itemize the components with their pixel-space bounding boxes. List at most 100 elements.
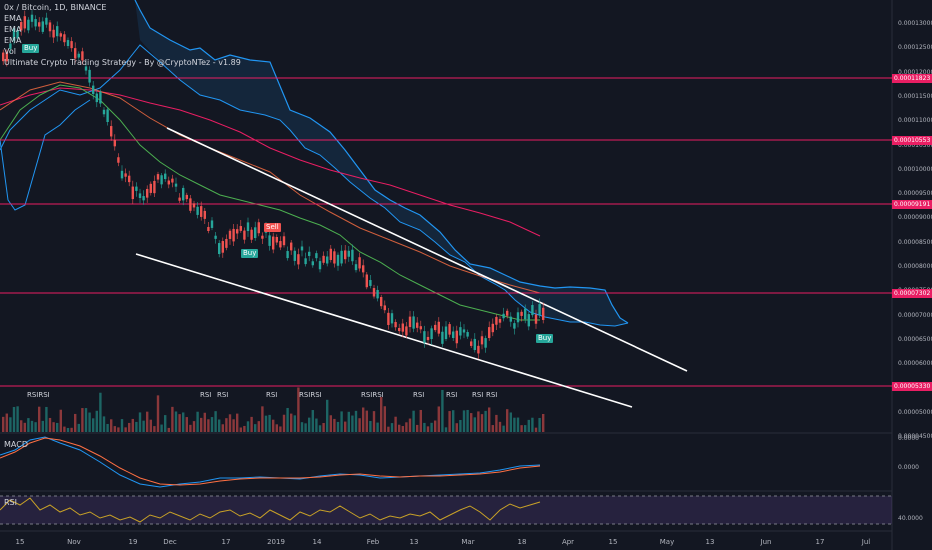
candle-body — [426, 336, 430, 341]
symbol-title[interactable]: 0x / Bitcoin, 1D, BINANCE — [4, 3, 107, 12]
volume-bar — [70, 427, 73, 432]
candle-body — [300, 246, 304, 251]
volume-bar — [120, 419, 124, 432]
volume-bar — [484, 410, 487, 432]
volume-bar — [336, 421, 340, 432]
volume-bar — [20, 420, 23, 432]
time-axis-label: 17 — [815, 538, 825, 546]
volume-bar — [128, 422, 131, 432]
candle-body — [293, 250, 296, 261]
volume-bar — [196, 411, 199, 432]
volume-bar — [380, 397, 383, 432]
volume-bar — [513, 417, 516, 432]
candle-body — [5, 52, 8, 62]
candle-body — [534, 314, 538, 324]
volume-bar — [308, 417, 311, 432]
time-axis-label: Dec — [163, 538, 177, 546]
strategy-legend[interactable]: Ultimate Crypto Trading Strategy - By @C… — [4, 58, 241, 67]
candle-body — [200, 206, 203, 217]
rsi-signal: RSI — [472, 391, 484, 399]
volume-bar — [264, 415, 268, 432]
candle-body — [542, 307, 545, 320]
price-axis-label: 0.00007000 — [898, 311, 932, 319]
volume-bar — [268, 414, 271, 432]
volume-bar — [110, 419, 113, 432]
volume-bar — [448, 411, 451, 432]
candle-body — [531, 305, 534, 316]
trendline-upper[interactable] — [166, 127, 688, 372]
macd-label[interactable]: MACD — [4, 440, 28, 449]
ema-slow-line — [0, 87, 541, 237]
volume-bar — [430, 422, 433, 432]
candle-body — [322, 255, 325, 263]
time-axis-label: Jun — [760, 538, 772, 546]
candle-body — [444, 326, 448, 340]
volume-bar — [365, 410, 368, 432]
candle-body — [459, 327, 462, 336]
volume-bar — [160, 424, 163, 432]
ema-legend-1[interactable]: EMA — [4, 14, 22, 23]
volume-bar — [257, 421, 260, 432]
candle-body — [336, 254, 340, 266]
price-axis-label: 0.00011500 — [898, 92, 932, 100]
volume-bar — [416, 424, 419, 432]
candle-body — [405, 326, 408, 336]
candle-body — [527, 314, 530, 327]
candle-body — [452, 331, 455, 338]
rsi-label[interactable]: RSI — [4, 498, 17, 507]
price-axis-label: 0.00009000 — [898, 214, 932, 222]
volume-bar — [376, 422, 379, 432]
candle-body — [326, 256, 329, 264]
volume-bar — [92, 418, 95, 432]
volume-bar — [347, 411, 350, 432]
candle-body — [27, 19, 30, 31]
candle-body — [146, 188, 149, 198]
volume-bar — [99, 392, 102, 432]
candle-body — [171, 178, 174, 183]
candle-body — [398, 327, 401, 332]
volume-bar — [254, 424, 257, 432]
volume-bar — [38, 406, 41, 432]
ema-legend-3[interactable]: EMA — [4, 36, 22, 45]
candle-body — [131, 186, 134, 200]
volume-bar — [520, 425, 523, 432]
ema-fast-line — [0, 84, 540, 321]
volume-bar — [455, 423, 458, 432]
volume-bar — [293, 415, 296, 432]
candle-body — [538, 304, 541, 316]
trendline-lower[interactable] — [135, 253, 633, 408]
volume-bar — [398, 424, 401, 432]
volume-bar — [228, 414, 232, 432]
candle-body — [318, 261, 322, 270]
ema-mid-line — [0, 81, 541, 294]
volume-legend[interactable]: Vol — [4, 47, 16, 56]
candle-body — [279, 241, 282, 248]
volume-bar — [390, 423, 394, 432]
volume-bar — [250, 416, 253, 432]
candle-body — [203, 210, 206, 219]
candle-body — [491, 323, 494, 333]
volume-bar — [236, 413, 239, 432]
volume-bar — [473, 417, 476, 432]
candle-body — [272, 236, 275, 250]
candle-body — [110, 126, 113, 137]
volume-bar — [88, 412, 91, 432]
candle-body — [394, 322, 397, 328]
candle-body — [383, 305, 386, 311]
candle-body — [189, 198, 192, 211]
time-axis-label: 19 — [128, 538, 138, 546]
volume-bar — [387, 426, 390, 432]
volume-bar — [542, 413, 545, 432]
price-axis-label: 0.00005000 — [898, 408, 932, 416]
candle-body — [124, 173, 127, 177]
volume-bar — [423, 422, 426, 432]
ema-legend-2[interactable]: EMA — [4, 25, 22, 34]
candle-body — [448, 324, 451, 335]
candle-body — [408, 316, 412, 328]
volume-bar — [178, 414, 181, 432]
candle-body — [470, 341, 473, 346]
volume-bar — [34, 422, 37, 432]
candle-body — [59, 33, 62, 37]
volume-bar — [318, 425, 322, 432]
